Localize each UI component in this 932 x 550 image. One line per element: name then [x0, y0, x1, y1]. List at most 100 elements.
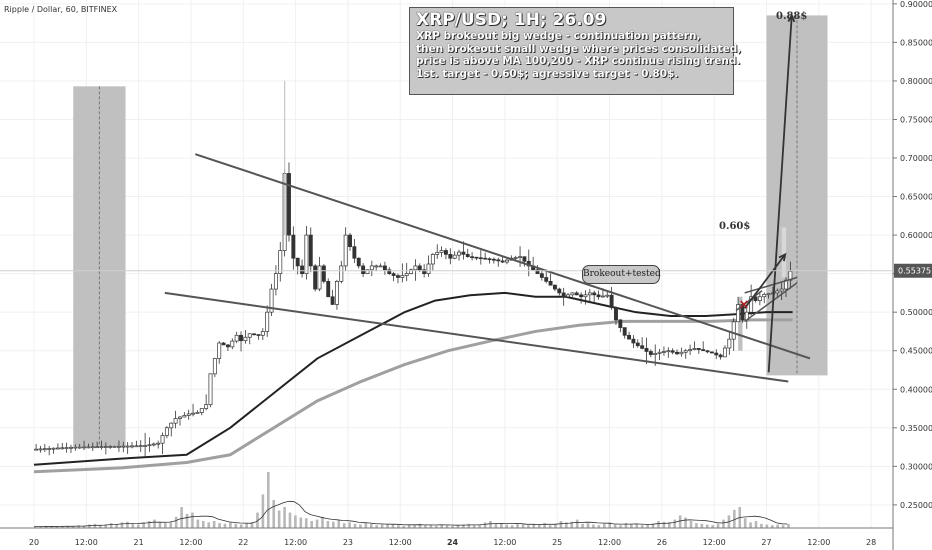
volume-bar	[50, 526, 53, 528]
volume-bar	[201, 521, 205, 528]
candle-body	[723, 347, 727, 358]
candle-body	[396, 275, 400, 278]
volume-bar	[164, 523, 167, 528]
candle-body	[709, 351, 714, 354]
volume-bar	[61, 525, 64, 528]
y-tick-label: 0.70000	[900, 154, 932, 163]
candle-body	[657, 351, 662, 354]
small-wedge-lower-line	[744, 282, 798, 323]
x-tick-label: 12:00	[389, 538, 412, 547]
y-tick-label: 0.25000	[900, 501, 932, 510]
volume-bar	[749, 522, 752, 528]
candle-body	[775, 290, 780, 294]
volume-bar	[413, 525, 416, 528]
candle-body	[779, 288, 784, 292]
x-tick-label: 12:00	[703, 538, 726, 547]
candle-body	[256, 334, 261, 336]
volume-bar	[451, 525, 454, 528]
candle-body	[666, 350, 671, 353]
volume-ma-line	[34, 500, 788, 527]
candle-body	[653, 353, 658, 355]
y-tick-label: 0.65000	[900, 193, 932, 202]
moving-averages	[33, 291, 793, 474]
candle-body	[108, 446, 113, 448]
candle-body	[701, 349, 706, 352]
x-tick-label: 24	[447, 538, 459, 547]
candle-body	[583, 294, 588, 298]
volume-bar	[283, 507, 286, 528]
volume-bar	[646, 524, 649, 528]
x-tick-label: 28	[866, 538, 876, 547]
volume-bar	[733, 509, 736, 528]
x-tick-label: 26	[657, 538, 667, 547]
candle-body	[208, 373, 213, 406]
candle-body	[369, 265, 374, 271]
candle-body	[470, 256, 475, 259]
volume-bar	[126, 521, 129, 528]
x-tick-label: 12:00	[598, 538, 621, 547]
volume-bars	[34, 472, 790, 528]
candle-body	[757, 296, 762, 301]
volume-bar	[743, 518, 747, 528]
candle-body	[409, 269, 414, 274]
volume-bar	[521, 524, 525, 528]
candle-body	[287, 173, 291, 236]
candle-body	[670, 350, 675, 353]
y-tick-label: 0.35000	[900, 424, 932, 433]
volume-bar	[543, 523, 546, 528]
note-line: price is above MA 100,200 - XRP continue…	[416, 55, 741, 67]
volume-bar	[602, 523, 606, 528]
volume-bar	[565, 522, 568, 528]
y-tick-label: 0.75000	[900, 115, 932, 124]
volume-bar	[104, 524, 108, 528]
volume-bar	[668, 522, 671, 528]
candle-body	[178, 416, 182, 419]
wedge-lower-line	[164, 291, 789, 383]
volume-bar	[716, 523, 720, 528]
candle-body	[330, 296, 335, 305]
volume-bar	[478, 524, 481, 528]
volume-bar	[678, 515, 682, 528]
candle-body	[487, 258, 492, 261]
candle-body	[247, 333, 252, 338]
measure-boxes	[73, 15, 828, 447]
volume-bar	[407, 524, 411, 528]
candle-body	[574, 292, 579, 296]
candle-body	[51, 447, 56, 450]
volume-bar	[391, 524, 395, 528]
candle-body	[130, 445, 134, 448]
volume-bar	[272, 500, 276, 528]
y-tick-label: 0.45000	[900, 347, 932, 356]
candle-body	[435, 252, 440, 255]
candle-body	[753, 296, 758, 301]
candle-body	[448, 254, 453, 259]
candle-body	[291, 234, 296, 259]
candle-body	[400, 275, 405, 278]
candle-body	[622, 327, 627, 336]
candle-body	[77, 446, 82, 449]
candle-body	[461, 251, 466, 255]
candle-body	[225, 344, 230, 348]
volume-bar	[191, 512, 194, 528]
candle-body	[465, 254, 470, 258]
volume-bar	[82, 525, 86, 528]
volume-bar	[207, 522, 211, 528]
candle-body	[382, 265, 387, 271]
ma200-line	[33, 318, 793, 474]
volume-bar	[158, 521, 162, 528]
volume-bar	[695, 523, 698, 528]
target1-arrow-head	[778, 252, 787, 262]
candle-body	[348, 234, 352, 248]
volume-bar	[375, 525, 378, 528]
candle-body	[587, 292, 592, 296]
candle-body	[478, 257, 483, 260]
candle-body	[295, 257, 300, 267]
last-price-tag	[894, 263, 932, 278]
candle-body	[361, 265, 366, 274]
volume-bar	[77, 525, 80, 528]
candle-body	[762, 294, 767, 298]
candle-body	[269, 288, 274, 313]
volume-bar	[575, 519, 579, 528]
volume-bar	[597, 525, 601, 528]
candle-body	[191, 412, 196, 415]
